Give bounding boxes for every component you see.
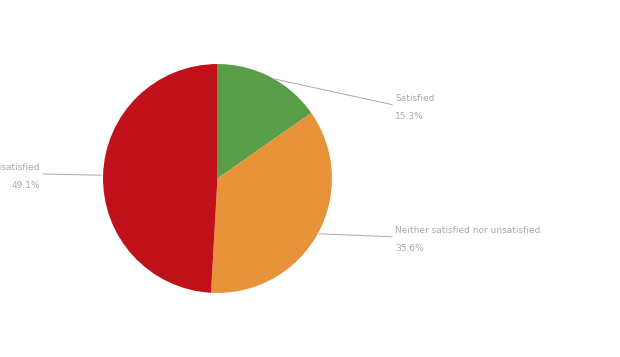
Wedge shape (211, 113, 332, 293)
Text: 35.6%: 35.6% (395, 244, 423, 253)
Wedge shape (103, 64, 218, 293)
Text: 49.1%: 49.1% (11, 181, 40, 190)
Text: Neither satisfied nor unsatisfied: Neither satisfied nor unsatisfied (395, 226, 540, 235)
Text: Satisfied: Satisfied (395, 94, 434, 103)
Wedge shape (218, 64, 311, 178)
Text: 15.3%: 15.3% (395, 112, 423, 121)
Text: Unsatisfied: Unsatisfied (0, 163, 40, 172)
